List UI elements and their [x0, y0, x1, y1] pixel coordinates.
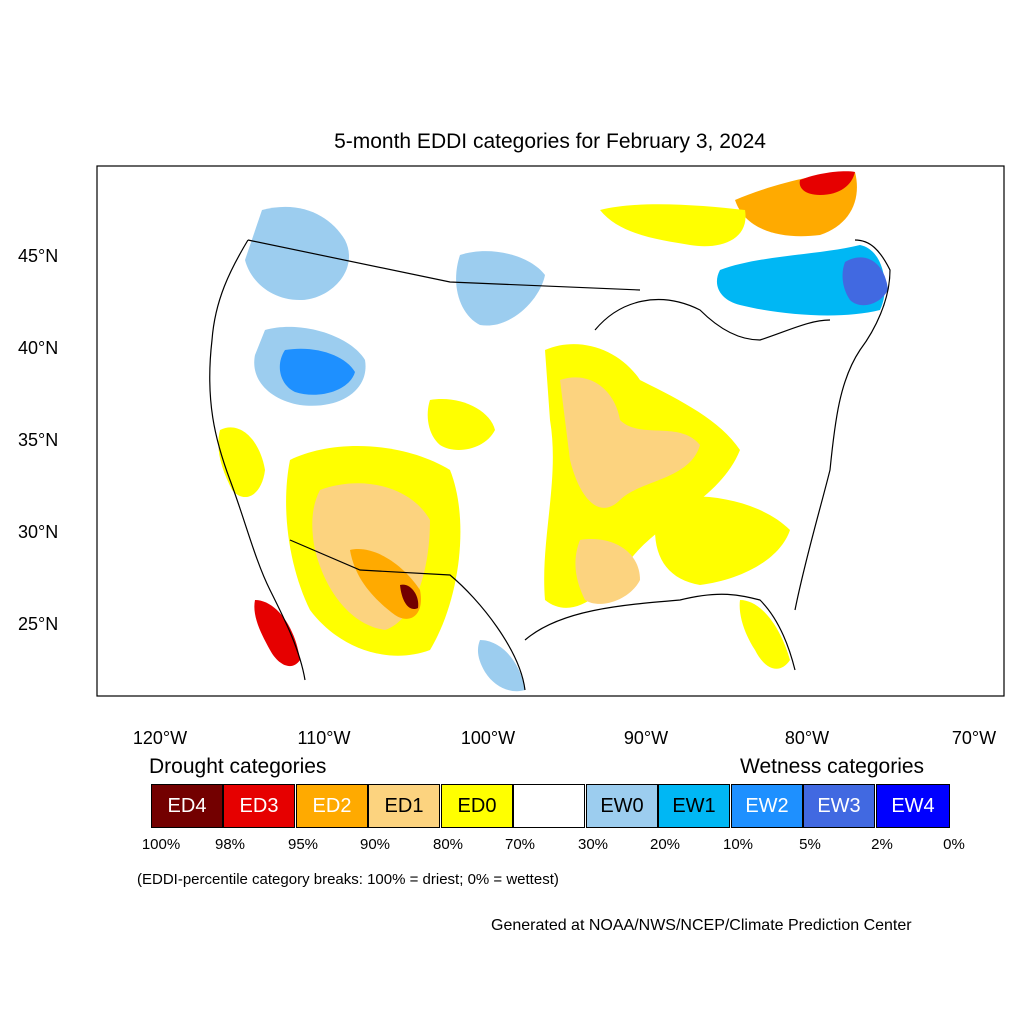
- map-regions: [218, 171, 888, 692]
- drought-region-central-plains: [427, 399, 495, 450]
- map-title: 5-month EDDI categories for February 3, …: [334, 130, 766, 153]
- category-breaks-note: (EDDI-percentile category breaks: 100% =…: [137, 871, 559, 888]
- wet-region-northeast: [716, 245, 885, 316]
- drought-region-southeast: [655, 496, 790, 585]
- percent-break-70: 70%: [504, 836, 536, 853]
- wet-region-great-basin-core: [279, 348, 355, 395]
- wet-region-texas-coast: [477, 640, 525, 692]
- coastline-west: [209, 239, 306, 681]
- drought-region-chihuahua: [350, 549, 421, 619]
- legend-box-ed0: ED0: [441, 784, 513, 828]
- legend-box-ew3: EW3: [803, 784, 875, 828]
- percent-break-2: 2%: [871, 836, 893, 853]
- percent-break-98: 98%: [214, 836, 246, 853]
- legend-box-ed3: ED3: [223, 784, 295, 828]
- legend-box-ew0: EW0: [586, 784, 658, 828]
- lon-label-110: 110°W: [297, 728, 351, 748]
- legend-box-ew4: EW4: [876, 784, 950, 828]
- lat-label-30: 30°N: [18, 522, 59, 542]
- gulf-coast: [524, 593, 796, 671]
- lat-label-40: 40°N: [18, 338, 59, 358]
- drought-region-ontario-core: [799, 171, 855, 195]
- lon-label-90: 90°W: [623, 728, 669, 748]
- boundary-lines: [209, 239, 891, 691]
- lon-label-100: 100°W: [460, 728, 516, 748]
- percent-break-100: 100%: [141, 836, 181, 853]
- percent-break-0: 0%: [943, 836, 965, 853]
- southern-border: [289, 539, 526, 691]
- legend-box-ed1: ED1: [368, 784, 440, 828]
- legend-box-ed4: ED4: [151, 784, 223, 828]
- drought-region-chihuahua-core: [400, 584, 419, 610]
- lon-label-120: 120°W: [132, 728, 188, 748]
- lat-label-35: 35°N: [18, 430, 59, 450]
- northern-border: [247, 239, 641, 291]
- wet-region-northwest: [245, 206, 349, 300]
- percent-break-30: 30%: [577, 836, 609, 853]
- legend-box-ed2: ED2: [296, 784, 368, 828]
- percent-break-5: 5%: [799, 836, 821, 853]
- great-lakes-outline: [594, 299, 831, 341]
- legend-box-ew1: EW1: [658, 784, 730, 828]
- drought-categories-title: Drought categories: [149, 755, 327, 778]
- percent-break-90: 90%: [359, 836, 391, 853]
- drought-region-mississippi-ed1: [560, 377, 700, 508]
- credit-line: Generated at NOAA/NWS/NCEP/Climate Predi…: [491, 917, 912, 934]
- lon-label-70: 70°W: [951, 728, 997, 748]
- lon-label-80: 80°W: [784, 728, 830, 748]
- percent-break-80: 80%: [432, 836, 464, 853]
- percent-break-20: 20%: [649, 836, 681, 853]
- lat-label-45: 45°N: [18, 246, 59, 266]
- wetness-categories-title: Wetness categories: [740, 755, 925, 778]
- drought-region-great-lakes: [600, 204, 746, 247]
- east-coast: [794, 239, 891, 611]
- drought-region-baja: [254, 600, 300, 667]
- legend-box-ew2: EW2: [731, 784, 803, 828]
- wet-region-north-plains: [456, 251, 545, 326]
- drought-region-florida: [739, 600, 790, 669]
- drought-region-lower-mississippi: [575, 539, 640, 604]
- percent-break-10: 10%: [722, 836, 754, 853]
- legend-box-neutral: [513, 784, 585, 828]
- percent-break-95: 95%: [287, 836, 319, 853]
- wet-region-maine: [842, 257, 888, 306]
- lat-label-25: 25°N: [18, 614, 59, 634]
